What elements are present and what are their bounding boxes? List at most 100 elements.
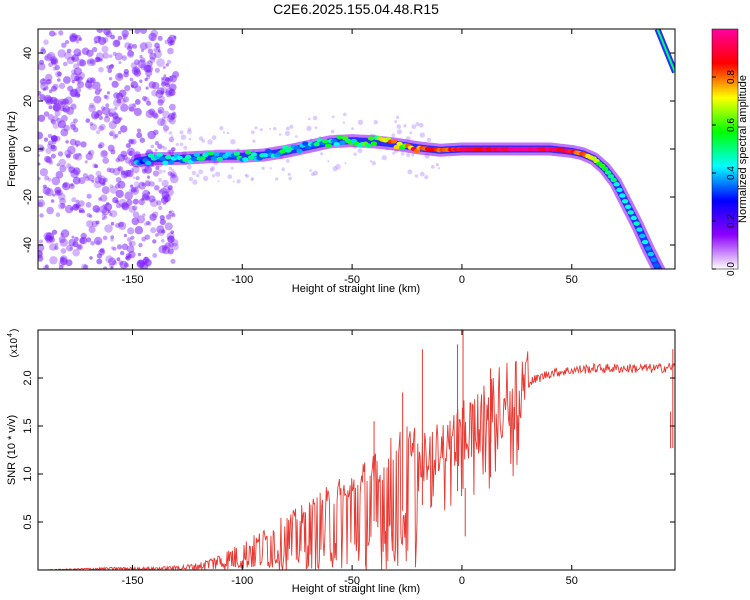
noise-blob (70, 207, 74, 211)
noise-blob (112, 260, 117, 266)
noise-blob (111, 246, 115, 250)
noise-blob (62, 98, 69, 105)
ridge-cell (210, 156, 218, 161)
noise-blob (72, 176, 81, 185)
colorbar: 0.0 0.2 0.4 0.6 0.8 Normalized spectral ampl… (711, 28, 749, 276)
scatter-point (227, 174, 233, 179)
noise-blob (162, 244, 168, 251)
noise-blob (98, 142, 105, 148)
noise-blob (94, 176, 102, 184)
noise-blob (148, 108, 156, 116)
noise-blob (118, 130, 122, 135)
noise-blob (56, 163, 60, 167)
noise-blob (71, 79, 76, 84)
scatter-point (438, 167, 441, 170)
ridge-cell (213, 152, 220, 157)
noise-blob (54, 245, 59, 250)
noise-blob (38, 249, 43, 259)
noise-blob (145, 180, 151, 187)
noise-blob (171, 213, 176, 218)
noise-blob (87, 174, 95, 182)
scatter-point (411, 124, 417, 130)
noise-blob (161, 179, 169, 187)
snr-marks (38, 330, 675, 570)
noise-blob (108, 212, 113, 217)
noise-blob (52, 103, 61, 112)
noise-blob (132, 211, 140, 218)
scatter-point (211, 135, 217, 141)
noise-blob (128, 150, 134, 156)
noise-blob (91, 179, 95, 183)
noise-blob (111, 80, 119, 88)
noise-blob (157, 144, 163, 149)
scatter-point (147, 174, 150, 178)
noise-blob (103, 116, 111, 123)
noise-blob (66, 244, 73, 252)
noise-blob (43, 55, 49, 61)
noise-blob (50, 119, 57, 125)
colorbar-label: Normalized spectral amplitude (737, 75, 749, 223)
snr-y-multiplier: (x10 4 ) (7, 329, 20, 358)
noise-blob (165, 90, 173, 98)
y-tick-label: -40 (22, 237, 34, 253)
noise-blob (49, 243, 57, 251)
noise-blob (150, 144, 154, 149)
noise-blob (50, 144, 57, 152)
scatter-point (392, 151, 395, 155)
colorbar-tick-label: 0.0 (726, 262, 737, 276)
noise-blob (59, 101, 64, 105)
noise-blob (75, 203, 82, 209)
noise-blob (96, 258, 103, 265)
noise-blob (100, 194, 108, 202)
noise-blob (109, 131, 114, 137)
noise-blob (167, 235, 175, 243)
noise-blob (164, 242, 172, 249)
noise-blob (171, 242, 179, 251)
noise-blob (127, 237, 132, 242)
noise-blob (64, 96, 73, 105)
noise-blob (104, 203, 113, 211)
scatter-point (394, 120, 398, 124)
ridge-cell (396, 141, 403, 147)
noise-blob (57, 120, 66, 129)
noise-blob (132, 205, 138, 211)
noise-blob (88, 104, 96, 113)
scatter-point (344, 162, 347, 165)
noise-blob (62, 105, 71, 113)
noise-blob (52, 83, 59, 90)
noise-blob (157, 99, 164, 106)
noise-blob (149, 198, 159, 208)
noise-blob (102, 52, 109, 59)
noise-blob (130, 184, 134, 188)
noise-blob (94, 236, 103, 246)
scatter-point (284, 130, 291, 136)
noise-blob (143, 96, 150, 103)
noise-blob (138, 242, 143, 248)
noise-blob (58, 193, 66, 201)
noise-blob (98, 66, 104, 73)
noise-blob (146, 60, 153, 67)
scatter-point (168, 131, 173, 135)
noise-blob (38, 91, 42, 96)
x-tick-label: -100 (231, 575, 253, 587)
ridge-cell (250, 152, 258, 157)
scatter-point (198, 169, 204, 175)
noise-blob (102, 177, 108, 183)
ridge-cell (390, 139, 397, 144)
noise-blob (147, 48, 154, 54)
ridge-cell (156, 152, 163, 157)
noise-blob (94, 56, 101, 63)
y-tick-label: 20 (22, 95, 34, 107)
scatter-point (407, 169, 413, 175)
noise-blob (109, 167, 115, 174)
noise-blob (73, 203, 81, 210)
noise-blob (63, 61, 68, 67)
noise-blob (115, 223, 120, 228)
noise-blob (89, 122, 94, 126)
noise-blob (91, 111, 100, 120)
noise-blob (46, 206, 54, 215)
noise-blob (110, 235, 115, 240)
noise-blob (51, 176, 61, 186)
noise-blob (136, 128, 142, 133)
scatter-point (287, 172, 291, 176)
